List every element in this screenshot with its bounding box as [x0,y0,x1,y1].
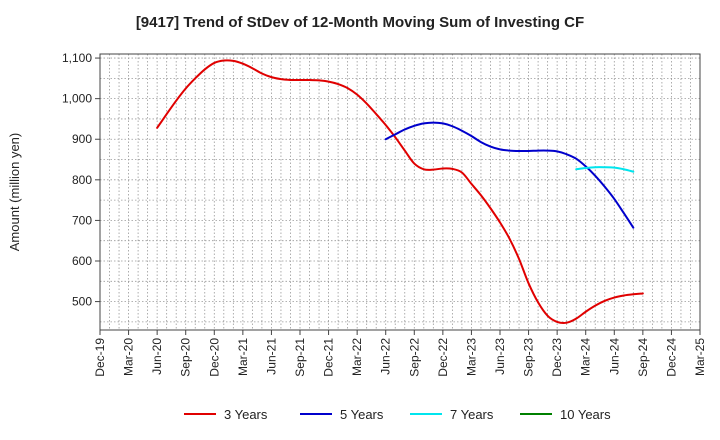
x-tick-label: Mar-22 [350,338,364,376]
x-axis-ticks: Dec-19 Mar-20 Jun-20 Sep-20 Dec-20 Mar-21 Jun-… [93,330,707,377]
y-tick-label: 700 [72,213,92,227]
x-tick-label: Dec-23 [550,338,564,377]
chart-title: [9417] Trend of StDev of 12-Month Moving… [135,14,585,31]
series-line-3-years [156,59,644,324]
grid [99,54,701,330]
x-tick-label: Mar-20 [122,338,136,376]
x-tick-label: Jun-23 [493,338,507,375]
y-tick-label: 500 [72,295,92,309]
x-tick-label: Sep-20 [179,338,193,377]
series-lines [156,59,644,324]
x-tick-label: Jun-24 [607,338,621,375]
y-tick-label: 800 [72,173,92,187]
legend-label-5-years: 5 Years [340,407,384,422]
series-line-7-years [575,166,635,173]
x-tick-label: Sep-24 [636,338,650,377]
y-tick-label: 1,100 [62,51,92,65]
x-tick-label: Dec-21 [322,338,336,377]
x-tick-label: Jun-22 [379,338,393,375]
legend-label-3-years: 3 Years [224,407,268,422]
x-tick-label: Mar-24 [579,338,593,376]
x-tick-label: Sep-22 [407,338,421,377]
y-tick-label: 900 [72,132,92,146]
legend-label-7-years: 7 Years [450,407,494,422]
x-tick-label: Mar-21 [236,338,250,376]
x-tick-label: Mar-23 [464,338,478,376]
x-tick-label: Mar-25 [693,338,707,376]
x-tick-label: Dec-24 [664,338,678,377]
x-tick-label: Sep-21 [293,338,307,377]
y-axis-ticks: 500 600 700 800 900 1,000 1,100 [62,51,100,309]
series-line-5-years [384,121,635,229]
x-tick-label: Jun-20 [150,338,164,375]
legend-label-10-years: 10 Years [560,407,611,422]
x-tick-label: Dec-22 [436,338,450,377]
x-tick-label: Sep-23 [522,338,536,377]
x-tick-label: Dec-19 [93,338,107,377]
y-tick-label: 600 [72,254,92,268]
plot-area-frame [99,53,701,331]
legend: 3 Years 5 Years 7 Years 10 Years [184,407,611,422]
x-tick-label: Jun-21 [264,338,278,375]
y-axis-label: Amount (million yen) [7,133,22,252]
y-tick-label: 1,000 [62,92,92,106]
x-tick-label: Dec-20 [207,338,221,377]
